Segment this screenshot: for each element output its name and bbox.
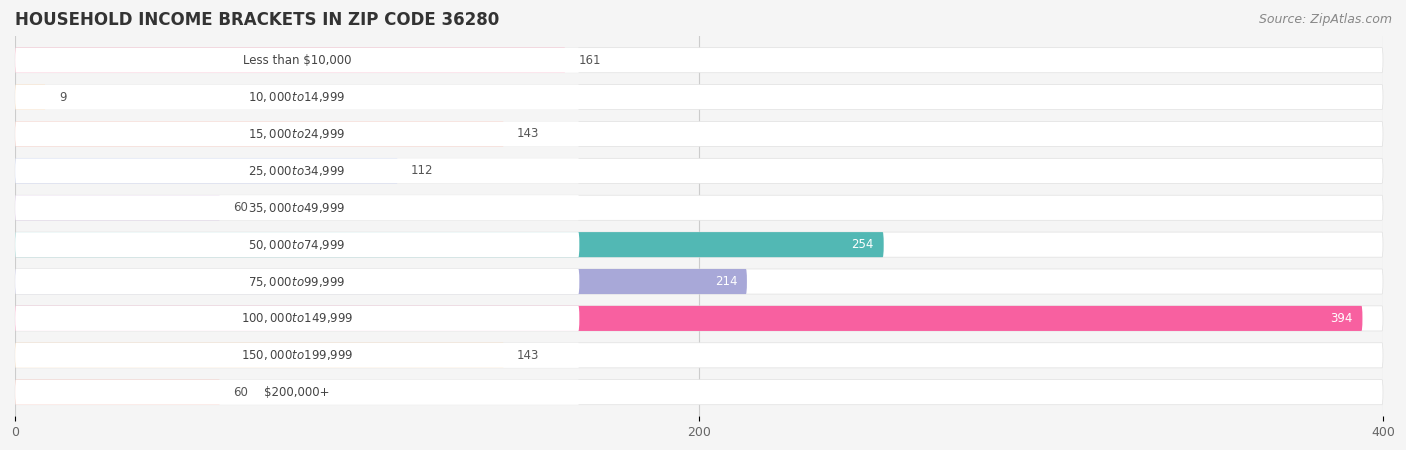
Text: 60: 60	[233, 386, 249, 399]
FancyBboxPatch shape	[15, 85, 46, 110]
FancyBboxPatch shape	[15, 306, 579, 331]
FancyBboxPatch shape	[15, 380, 221, 405]
Text: 112: 112	[411, 164, 433, 177]
Text: Less than $10,000: Less than $10,000	[243, 54, 352, 67]
Text: HOUSEHOLD INCOME BRACKETS IN ZIP CODE 36280: HOUSEHOLD INCOME BRACKETS IN ZIP CODE 36…	[15, 11, 499, 29]
Text: 143: 143	[517, 349, 540, 362]
FancyBboxPatch shape	[15, 269, 579, 294]
FancyBboxPatch shape	[15, 85, 1384, 110]
FancyBboxPatch shape	[15, 232, 579, 257]
FancyBboxPatch shape	[15, 195, 221, 220]
FancyBboxPatch shape	[15, 343, 505, 368]
Text: 214: 214	[714, 275, 737, 288]
FancyBboxPatch shape	[15, 380, 579, 405]
FancyBboxPatch shape	[15, 232, 884, 257]
FancyBboxPatch shape	[15, 232, 1384, 257]
FancyBboxPatch shape	[15, 380, 1384, 405]
FancyBboxPatch shape	[15, 48, 565, 73]
FancyBboxPatch shape	[15, 85, 579, 110]
FancyBboxPatch shape	[15, 122, 505, 147]
Text: $15,000 to $24,999: $15,000 to $24,999	[249, 127, 346, 141]
Text: $100,000 to $149,999: $100,000 to $149,999	[240, 311, 353, 325]
FancyBboxPatch shape	[15, 195, 1384, 220]
FancyBboxPatch shape	[15, 122, 579, 147]
FancyBboxPatch shape	[15, 158, 579, 184]
Text: $150,000 to $199,999: $150,000 to $199,999	[240, 348, 353, 362]
FancyBboxPatch shape	[15, 343, 1384, 368]
Text: $50,000 to $74,999: $50,000 to $74,999	[249, 238, 346, 252]
Text: 254: 254	[852, 238, 875, 251]
FancyBboxPatch shape	[15, 195, 579, 220]
FancyBboxPatch shape	[15, 343, 579, 368]
Text: 60: 60	[233, 201, 249, 214]
Text: 161: 161	[579, 54, 602, 67]
FancyBboxPatch shape	[15, 48, 579, 73]
FancyBboxPatch shape	[15, 122, 1384, 147]
Text: $35,000 to $49,999: $35,000 to $49,999	[249, 201, 346, 215]
Text: 9: 9	[59, 90, 66, 104]
Text: $25,000 to $34,999: $25,000 to $34,999	[249, 164, 346, 178]
FancyBboxPatch shape	[15, 158, 1384, 184]
FancyBboxPatch shape	[15, 306, 1362, 331]
FancyBboxPatch shape	[15, 269, 747, 294]
FancyBboxPatch shape	[15, 158, 398, 184]
FancyBboxPatch shape	[15, 306, 1384, 331]
FancyBboxPatch shape	[15, 48, 1384, 73]
Text: 143: 143	[517, 127, 540, 140]
FancyBboxPatch shape	[15, 269, 1384, 294]
Text: $75,000 to $99,999: $75,000 to $99,999	[249, 274, 346, 288]
Text: 394: 394	[1330, 312, 1353, 325]
Text: $10,000 to $14,999: $10,000 to $14,999	[249, 90, 346, 104]
Text: Source: ZipAtlas.com: Source: ZipAtlas.com	[1258, 14, 1392, 27]
Text: $200,000+: $200,000+	[264, 386, 330, 399]
